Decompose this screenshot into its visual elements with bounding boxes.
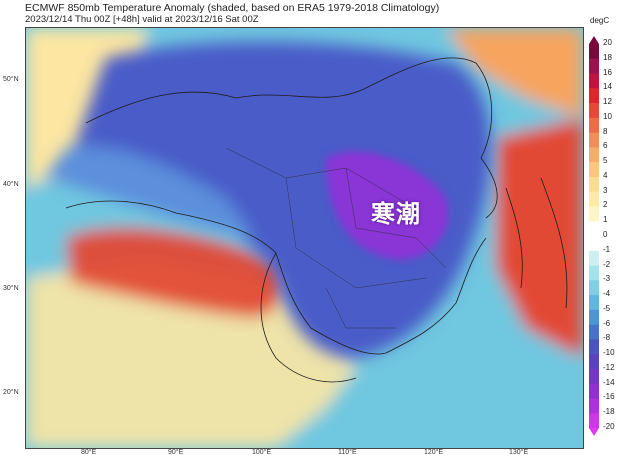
colorbar-segment [589,383,599,399]
anomaly-map: 寒潮 [25,27,584,449]
colorbar-segment [589,103,599,119]
colorbar-tick-label: -16 [603,392,615,402]
province-borders [225,147,447,329]
colorbar-segment [589,88,599,104]
colorbar-segment [589,280,599,296]
lon-label-100: 100°E [252,449,272,456]
colorbar-tick-label: -3 [603,274,611,284]
colorbar-segment [589,236,599,252]
colorbar-segment [589,339,599,355]
colorbar-segment [589,206,599,222]
cold-wave-label: 寒潮 [371,201,421,228]
colorbar-segment [589,147,599,163]
cold-air-mass [66,41,491,359]
colorbar-tick-label: 18 [603,52,612,62]
lon-label-90: 90°E [168,449,184,456]
colorbar-tick-label: -14 [603,377,615,387]
colorbar-segment [589,295,599,311]
colorbar-unit: degC [590,16,610,25]
map-canvas [26,28,583,448]
colorbar-tick-label: -12 [603,362,615,372]
colorbar-tick-label: 10 [603,111,612,121]
colorbar-segment [589,117,599,134]
colorbar-tick-label: -18 [603,407,615,417]
lat-label-50: 50°N [3,76,19,83]
colorbar-tick-label: -4 [603,289,611,299]
colorbar-tick-label: -1 [603,244,611,254]
colorbar-tick-label: -5 [603,303,611,313]
country-borders [65,57,568,383]
lat-label-30: 30°N [3,285,19,292]
colorbar-segment [589,221,599,237]
colorbar-segment [589,132,599,148]
lat-label-20: 20°N [3,389,19,396]
colorbar-tick-label: -10 [603,348,615,358]
colorbar-segment [589,324,599,340]
colorbar-segment [589,58,599,75]
colorbar-segment [589,354,599,370]
colorbar-tick-label: -8 [603,333,611,343]
northeast-mild-region [446,28,583,118]
colorbar-tick-label: 1 [603,215,608,225]
colorbar-segment [589,413,599,429]
colorbar-tick-label: 14 [603,82,612,92]
map-title: ECMWF 850mb Temperature Anomaly (shaded,… [25,2,440,14]
japan-warm-anomaly [496,118,583,358]
colorbar-segment [589,44,599,60]
colorbar-bottom-arrow [589,428,599,436]
colorbar [589,36,599,436]
colorbar-tick-label: 0 [603,230,608,239]
colorbar-tick-label: 2 [603,200,608,210]
colorbar-tick-label: 8 [603,126,608,136]
lon-label-80: 80°E [81,449,97,456]
colorbar-segment [589,265,599,281]
colorbar-top-arrow [589,36,599,44]
colorbar-segment [589,73,599,89]
colorbar-tick-label: -2 [603,259,611,269]
lon-label-120: 120°E [424,449,444,456]
tibet-warm-anomaly [66,227,285,318]
cool-fringe [46,146,256,238]
colorbar-segment [589,398,599,414]
colorbar-tick-label: 3 [603,185,608,195]
colorbar-segment [589,162,599,178]
colorbar-tick-label: 6 [603,141,608,151]
colorbar-segment [589,176,599,193]
lon-label-110: 110°E [338,449,357,456]
colorbar-segment [589,191,599,207]
map-subtitle: 2023/12/14 Thu 00Z [+48h] valid at 2023/… [25,14,259,25]
colorbar-tick-label: 4 [603,170,608,180]
colorbar-tick-label: 12 [603,97,612,107]
colorbar-tick-label: 20 [603,38,612,47]
colorbar-tick-label: 16 [603,67,612,77]
colorbar-tick-label: 5 [603,156,608,166]
cold-core [326,151,449,260]
colorbar-tick-label: -20 [603,422,615,431]
colorbar-segment [589,309,599,326]
lon-label-130: 130°E [509,449,529,456]
lat-label-40: 40°N [3,181,19,188]
colorbar-segment [589,368,599,385]
colorbar-segment [589,250,599,267]
colorbar-tick-label: -6 [603,318,611,328]
